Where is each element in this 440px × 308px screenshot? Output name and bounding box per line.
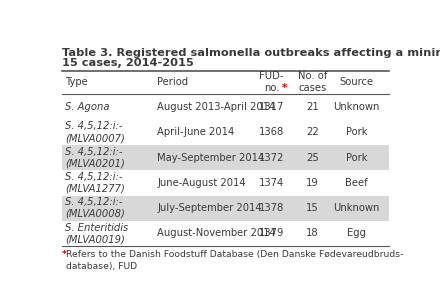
Text: S. Enteritidis
(MLVA0019): S. Enteritidis (MLVA0019) [65, 223, 128, 244]
Text: April-June 2014: April-June 2014 [158, 127, 235, 137]
Text: No. of
cases: No. of cases [298, 71, 327, 93]
Bar [62, 145, 389, 170]
Text: *: * [282, 83, 287, 93]
Text: FUD-
no.: FUD- no. [259, 71, 284, 93]
Bar [62, 196, 389, 221]
Text: Table 3. Registered salmonella outbreaks affecting a minimum of: Table 3. Registered salmonella outbreaks… [62, 48, 440, 58]
Text: S. 4,5,12:i:-
(MLVA1277): S. 4,5,12:i:- (MLVA1277) [65, 172, 125, 194]
Text: May-September 2014: May-September 2014 [158, 152, 264, 163]
Text: Period: Period [158, 77, 188, 87]
Text: Pork: Pork [346, 152, 367, 163]
Text: 1378: 1378 [259, 203, 284, 213]
Text: 21: 21 [306, 102, 319, 112]
Text: 1317: 1317 [259, 102, 284, 112]
Text: Type: Type [65, 77, 88, 87]
Text: Pork: Pork [346, 127, 367, 137]
Text: 15 cases, 2014-2015: 15 cases, 2014-2015 [62, 58, 194, 68]
Text: Beef: Beef [345, 178, 368, 188]
Text: August 2013-April 2014: August 2013-April 2014 [158, 102, 275, 112]
Text: August-November 2014: August-November 2014 [158, 229, 276, 238]
Text: 25: 25 [306, 152, 319, 163]
Text: 18: 18 [306, 229, 319, 238]
Text: S. 4,5,12:i:-
(MLVA0007): S. 4,5,12:i:- (MLVA0007) [65, 121, 125, 143]
Text: June-August 2014: June-August 2014 [158, 178, 246, 188]
Text: S. 4,5,12:i:-
(MLVA0008): S. 4,5,12:i:- (MLVA0008) [65, 197, 125, 219]
Text: 1374: 1374 [259, 178, 284, 188]
Text: *: * [62, 250, 66, 259]
Text: S. Agona: S. Agona [65, 102, 110, 112]
Text: Egg: Egg [347, 229, 366, 238]
Text: 22: 22 [306, 127, 319, 137]
Text: Unknown: Unknown [334, 203, 380, 213]
Text: 19: 19 [306, 178, 319, 188]
Text: 1368: 1368 [259, 127, 284, 137]
Text: 15: 15 [306, 203, 319, 213]
Text: Source: Source [340, 77, 374, 87]
Text: Refers to the Danish Foodstuff Database (Den Danske Fødevareudbruds-
database), : Refers to the Danish Foodstuff Database … [66, 250, 403, 270]
Text: S. 4,5,12:i:-
(MLVA0201): S. 4,5,12:i:- (MLVA0201) [65, 147, 125, 168]
Text: Unknown: Unknown [334, 102, 380, 112]
Text: 1379: 1379 [259, 229, 284, 238]
Text: July-September 2014: July-September 2014 [158, 203, 262, 213]
Text: 1372: 1372 [259, 152, 284, 163]
